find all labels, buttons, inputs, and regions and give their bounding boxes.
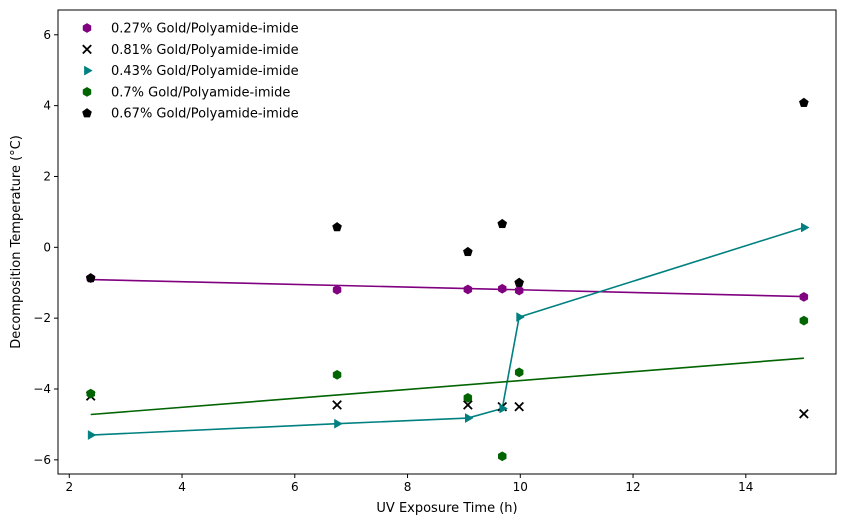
legend-label-3: 0.7% Gold/Polyamide-imide (111, 85, 290, 100)
y-axis-label: Decomposition Temperature (°C) (9, 135, 24, 349)
legend-marker-4 (82, 108, 92, 118)
series-2-point (334, 418, 343, 429)
legend-marker-1 (82, 44, 92, 55)
series-1-point (463, 400, 473, 410)
series-2-fit-line (90, 226, 805, 436)
legend: 0.27% Gold/Polyamide-imide 0.81% Gold/Pol… (82, 22, 299, 122)
y-tick-label: 0 (43, 240, 51, 254)
x-tick-label: 6 (291, 480, 299, 494)
legend-marker-2 (84, 65, 93, 76)
y-tick-label: 4 (43, 99, 51, 113)
marker-stroke (332, 400, 342, 410)
series-3-fit-line (90, 357, 804, 416)
series-3-point (498, 451, 507, 462)
y-tick-label: 6 (43, 28, 51, 42)
marker-stroke (463, 400, 473, 410)
x-axis-label: UV Exposure Time (h) (376, 501, 517, 516)
fit-lines (90, 226, 805, 436)
x-tick-label: 10 (513, 480, 528, 494)
y-tick-label: 2 (43, 169, 51, 183)
marker-stroke (514, 401, 524, 412)
series-4-point (85, 273, 96, 283)
series-3-point (463, 392, 473, 403)
series-0-point (514, 285, 524, 296)
series-2-point (465, 413, 474, 423)
x-tick-label: 4 (178, 480, 186, 494)
marker-stroke (799, 408, 809, 419)
series-3-point (332, 369, 342, 380)
x-axis-ticks: 2 4 6 8 10 12 14 (65, 474, 753, 494)
series-2-point (801, 222, 810, 233)
series-4-point (462, 246, 473, 257)
plot-area (57, 9, 837, 475)
series-4-point (497, 218, 508, 229)
series-4-point (799, 97, 809, 107)
series-1-point (514, 401, 524, 412)
x-tick-label: 12 (625, 480, 640, 494)
legend-label-4: 0.67% Gold/Polyamide-imide (111, 107, 299, 122)
series-3-point (514, 367, 524, 378)
y-tick-label: −2 (33, 311, 51, 325)
y-tick-label: −6 (33, 453, 51, 467)
series-4-point (332, 222, 342, 232)
legend-label-2: 0.43% Gold/Polyamide-imide (111, 64, 299, 79)
legend-marker-0 (82, 23, 92, 33)
legend-label-0: 0.27% Gold/Polyamide-imide (111, 22, 299, 37)
series-0-point (799, 292, 809, 302)
series-3-point (86, 388, 95, 399)
series-0-point (463, 284, 473, 295)
y-axis-ticks: −6 −4 −2 0 2 4 6 (33, 28, 58, 467)
series-1-point (332, 400, 342, 410)
legend-label-1: 0.81% Gold/Polyamide-imide (111, 43, 299, 58)
x-tick-label: 2 (65, 480, 73, 494)
data-points (85, 97, 810, 462)
series-1-point (799, 408, 809, 419)
series-3-point (799, 315, 809, 326)
series-0-point (498, 283, 507, 294)
y-tick-label: −4 (33, 382, 51, 396)
series-0-point (332, 284, 342, 295)
series-2-point (516, 312, 525, 323)
marker-stroke (82, 44, 92, 55)
x-tick-label: 8 (404, 480, 412, 494)
x-tick-label: 14 (738, 480, 753, 494)
legend-marker-3 (82, 87, 92, 97)
series-2-point (87, 430, 97, 440)
series-4-point (514, 277, 525, 287)
series-0-fit-line (90, 278, 804, 298)
series-2-point (499, 403, 508, 414)
